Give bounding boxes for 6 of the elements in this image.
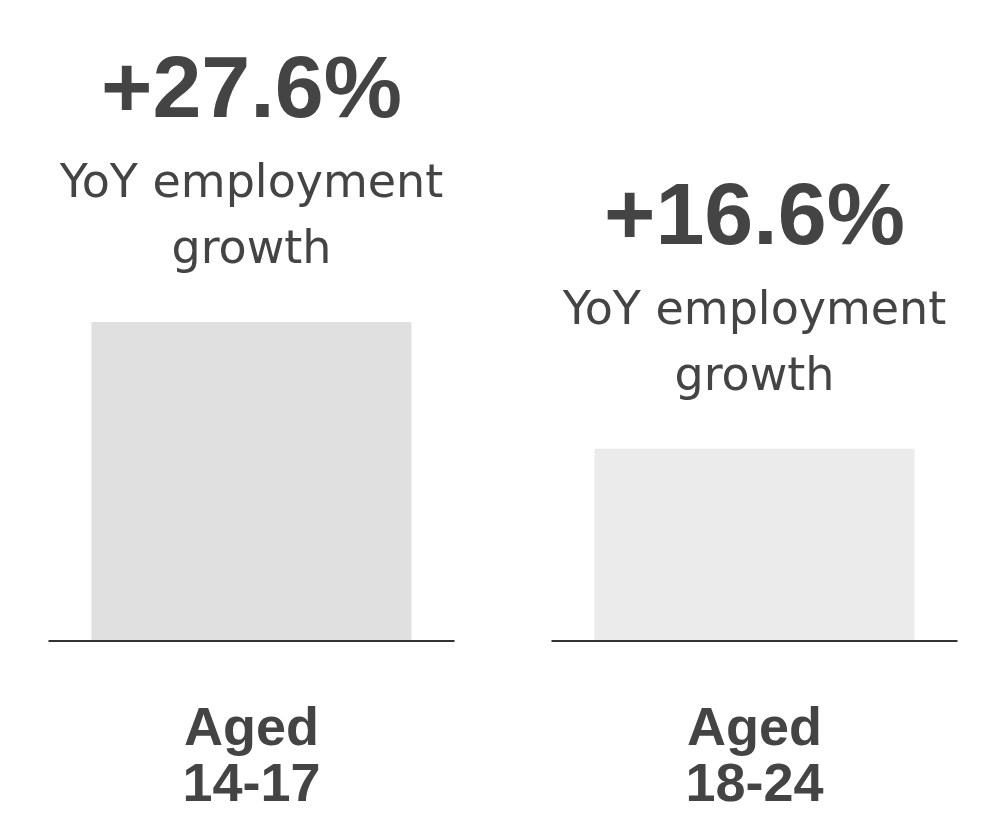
annotation: YoY employment growth	[561, 280, 947, 401]
x-tick-label: Aged 18-24	[685, 696, 824, 812]
x-tick-label: Aged 14-17	[182, 696, 321, 812]
annotation: YoY employment growth	[58, 154, 444, 274]
data-label: +27.6%	[101, 37, 402, 136]
data-label: +16.6%	[604, 163, 905, 263]
